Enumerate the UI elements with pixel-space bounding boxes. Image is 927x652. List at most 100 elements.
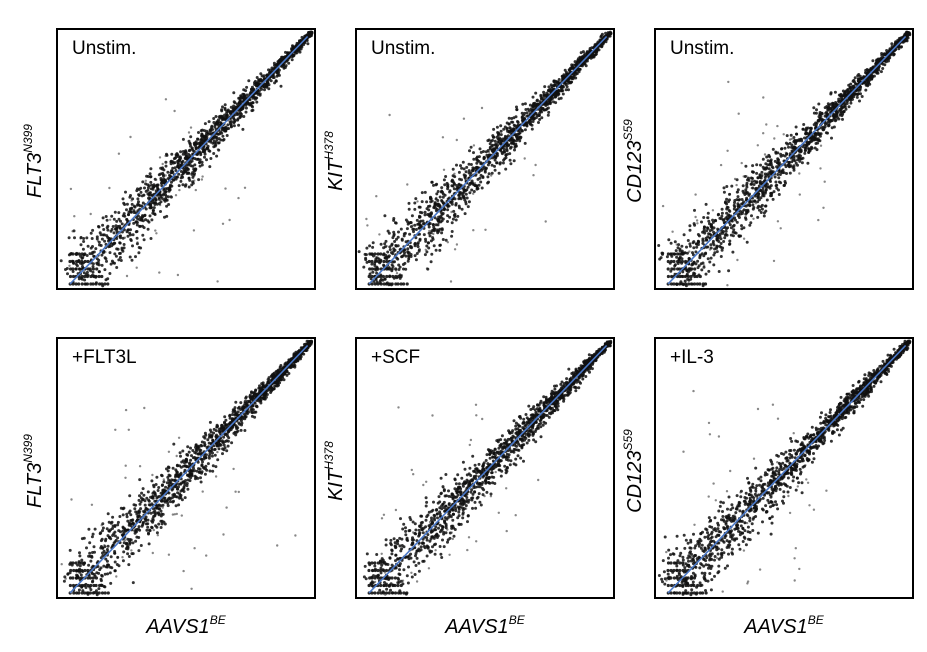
data-point: [396, 282, 400, 286]
data-point: [184, 156, 188, 160]
data-point: [118, 256, 122, 259]
data-point: [756, 196, 760, 200]
data-point: [389, 283, 393, 287]
data-point: [127, 213, 130, 217]
data-point: [702, 254, 706, 258]
data-point: [131, 541, 135, 545]
data-point: [164, 164, 168, 168]
data-point: [247, 79, 251, 83]
data-point: [180, 173, 184, 177]
data-point: [217, 141, 220, 145]
data-point: [571, 77, 575, 81]
data-point: [703, 252, 707, 256]
data-point: [181, 137, 185, 141]
data-point: [769, 184, 773, 188]
data-point: [179, 496, 183, 500]
data-point: [713, 251, 717, 255]
data-point: [174, 169, 178, 172]
data-point: [764, 162, 768, 166]
data-point: [373, 282, 377, 286]
data-point: [666, 274, 670, 279]
data-point: [268, 68, 272, 72]
data-point: [88, 585, 92, 589]
data-point: [446, 241, 449, 244]
data-point: [91, 267, 95, 271]
data-point: [174, 194, 178, 197]
data-point: [94, 247, 98, 251]
data-point: [495, 135, 499, 139]
data-point: [724, 227, 728, 231]
data-point: [837, 100, 841, 103]
data-point: [232, 124, 236, 128]
data-point: [418, 215, 421, 219]
data-point: [245, 85, 249, 89]
data-point: [481, 167, 485, 171]
data-point: [105, 218, 109, 222]
data-point: [815, 108, 818, 112]
data-point: [721, 231, 725, 235]
data-point: [223, 106, 227, 110]
data-point: [667, 238, 671, 242]
data-point: [65, 267, 69, 270]
data-point: [467, 171, 471, 175]
data-point: [512, 127, 516, 131]
data-point: [771, 147, 775, 151]
data-point: [432, 183, 435, 187]
data-point: [681, 270, 685, 274]
data-point: [414, 258, 418, 262]
data-point: [191, 175, 195, 179]
data-point: [700, 220, 703, 224]
data-point: [472, 190, 476, 193]
data-point: [772, 259, 776, 263]
data-point: [745, 196, 749, 200]
data-point: [216, 458, 220, 462]
data-point: [365, 246, 369, 250]
data-point: [95, 267, 99, 271]
data-point: [155, 475, 159, 479]
data-point: [189, 164, 193, 168]
data-point: [112, 217, 116, 221]
data-point: [771, 197, 775, 201]
data-point: [83, 591, 87, 595]
data-point: [722, 240, 726, 243]
data-point: [232, 104, 236, 108]
data-point: [718, 232, 722, 236]
data-point: [728, 242, 731, 246]
data-point: [535, 99, 539, 103]
data-point: [125, 512, 129, 516]
data-point: [390, 251, 393, 255]
data-point: [101, 223, 105, 227]
data-point: [478, 147, 482, 151]
data-point: [843, 90, 847, 94]
data-point: [155, 525, 159, 529]
data-point: [244, 106, 248, 110]
data-point: [493, 154, 497, 158]
data-point: [438, 243, 442, 247]
data-point: [827, 118, 831, 122]
data-point: [239, 100, 243, 104]
data-point: [599, 34, 603, 38]
data-point: [193, 163, 197, 167]
data-point: [405, 227, 409, 231]
data-point: [147, 532, 150, 536]
data-point: [276, 68, 280, 72]
data-point: [779, 227, 782, 230]
data-point: [599, 44, 603, 48]
data-point: [778, 162, 781, 166]
data-point: [178, 188, 181, 192]
data-point: [782, 184, 786, 187]
data-point: [488, 142, 492, 146]
data-point: [164, 194, 168, 198]
data-point: [139, 186, 143, 190]
data-point: [86, 259, 90, 264]
data-point: [152, 212, 156, 216]
data-point: [470, 188, 474, 192]
data-point: [395, 237, 398, 241]
data-point: [532, 117, 536, 121]
data-point: [104, 278, 108, 282]
data-point: [448, 215, 452, 219]
data-point: [121, 197, 125, 201]
data-point: [124, 190, 127, 194]
data-point: [125, 230, 129, 234]
data-point: [139, 544, 143, 547]
